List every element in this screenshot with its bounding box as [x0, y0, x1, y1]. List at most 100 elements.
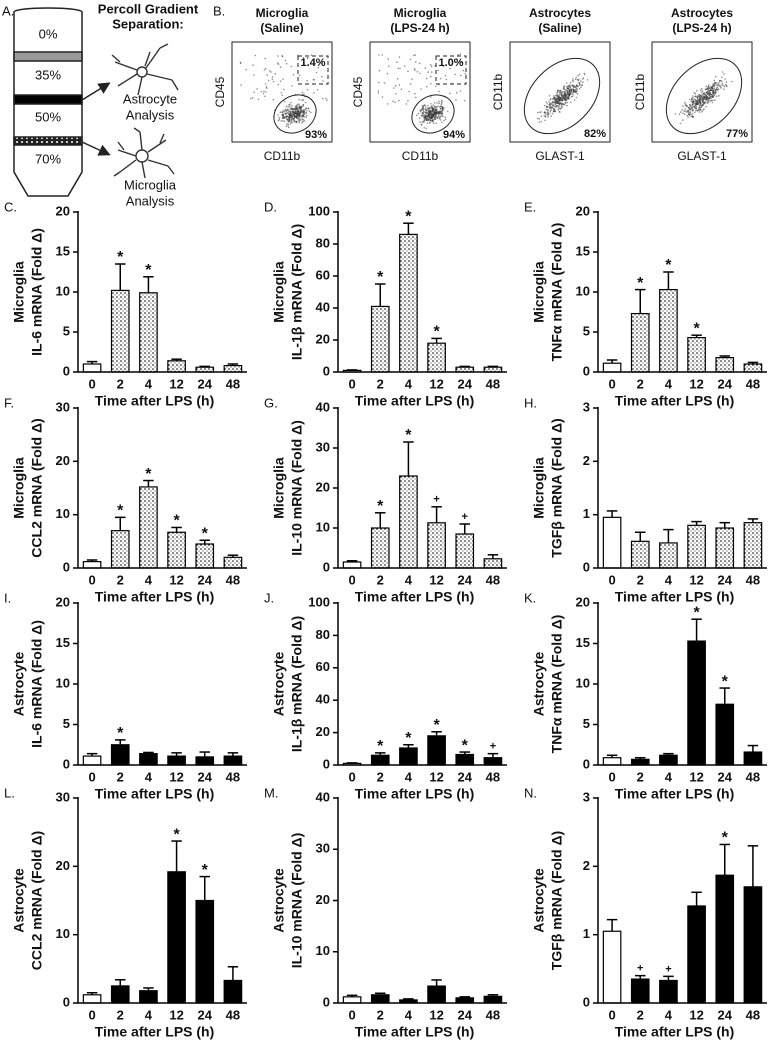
y-axis-label: Microglia — [271, 457, 287, 519]
cell-dot — [561, 105, 564, 108]
cell-dot — [703, 95, 705, 98]
cell-dot — [302, 111, 305, 114]
y-tick-label: 100 — [308, 203, 330, 218]
cell-dot — [713, 91, 716, 94]
y-axis-label: TGFβ mRNA (Fold Δ) — [549, 831, 565, 970]
cell-dot — [298, 98, 301, 101]
cell-dot — [263, 90, 265, 92]
cell-dot — [272, 80, 275, 83]
cell-dot — [430, 110, 433, 112]
cell-dot — [713, 87, 715, 89]
x-tick-label: 12 — [429, 769, 443, 784]
cell-dot — [285, 125, 288, 127]
y-tick-label: 0 — [63, 363, 70, 378]
cell-dot — [686, 114, 688, 117]
cell-dot — [464, 72, 467, 75]
cell-dot — [722, 84, 725, 87]
cell-dot — [284, 108, 287, 111]
cell-dot — [427, 107, 429, 110]
cell-dot — [696, 90, 698, 92]
x-tick-label: 12 — [429, 1007, 443, 1022]
bar — [427, 985, 446, 1004]
y-tick-label: 15 — [56, 635, 70, 650]
cell-dot — [684, 108, 687, 110]
cell-dot — [408, 90, 411, 93]
x-tick-label: 0 — [348, 572, 355, 587]
cell-dot — [297, 103, 300, 105]
significance: * — [377, 269, 384, 286]
bar — [455, 533, 475, 569]
bar — [659, 289, 678, 373]
y-tick-label: 40 — [316, 299, 330, 314]
x-tick-label: 0 — [88, 572, 95, 587]
cell-dot — [264, 83, 267, 85]
gate-label: 82% — [584, 128, 606, 140]
bar — [82, 560, 102, 569]
cell-dot — [310, 54, 313, 56]
cell-dot — [690, 113, 692, 116]
cell-dot — [684, 110, 686, 112]
significance: + — [665, 963, 671, 975]
cell-dot — [571, 85, 574, 87]
gate-label: 77% — [726, 128, 748, 140]
significance: * — [117, 503, 124, 520]
cell-dot — [573, 99, 576, 101]
bar — [455, 997, 475, 1004]
cell-dot — [423, 120, 426, 122]
x-tick-label: 48 — [746, 572, 760, 587]
cell-dot — [723, 88, 725, 90]
y-axis-label: IL-6 mRNA (Fold Δ) — [29, 228, 45, 356]
cell-dot — [686, 105, 689, 108]
panel-label: J. — [264, 590, 274, 605]
cell-dot — [441, 115, 443, 117]
cell-dot — [438, 115, 440, 117]
cell-dot — [297, 109, 299, 111]
x-tick-label: 4 — [145, 376, 153, 391]
cell-dot — [283, 117, 286, 119]
cell-dot — [440, 102, 443, 104]
cell-dot — [424, 115, 426, 118]
cell-dot — [306, 89, 309, 91]
cell-dot — [576, 87, 578, 90]
cell-dot — [416, 71, 419, 73]
cell-dot — [294, 105, 297, 108]
x-tick-label: 2 — [377, 1007, 384, 1022]
bar — [167, 360, 186, 373]
cell-dot — [424, 67, 427, 69]
significance: * — [405, 208, 412, 225]
gate-label: 1.0% — [438, 57, 463, 69]
cell-dot — [293, 119, 296, 121]
y-axis-label: IL-1β mRNA (Fold Δ) — [289, 616, 305, 752]
cell-dot — [679, 111, 682, 113]
cell-dot — [717, 88, 720, 90]
cell-dot — [571, 92, 573, 94]
cell-dot — [555, 97, 557, 99]
cell-dot — [575, 92, 577, 94]
bar — [715, 357, 735, 373]
cell-dot — [439, 119, 442, 121]
y-axis-label: Astrocyte — [531, 868, 547, 933]
cell-dot — [694, 92, 697, 95]
cell-dot — [285, 110, 288, 112]
cell-dot — [570, 91, 572, 93]
cell-dot — [431, 108, 434, 110]
cell-dot — [285, 112, 288, 114]
cell-dot — [316, 89, 319, 91]
cell-dot — [443, 119, 445, 122]
cell-dot — [425, 114, 427, 117]
cell-dot — [721, 71, 724, 73]
cell-dot — [555, 94, 557, 97]
cell-dot — [429, 110, 431, 113]
panel-label: A. — [2, 3, 14, 18]
x-tick-label: 0 — [348, 1007, 355, 1022]
x-tick-label: 24 — [198, 1007, 213, 1022]
cell-dot — [293, 114, 295, 116]
cell-dot — [290, 111, 293, 113]
cell-dot — [578, 87, 581, 90]
cell-dot — [439, 107, 442, 110]
cell-dot — [550, 108, 553, 110]
cell-dot — [293, 111, 296, 114]
cell-dot — [414, 69, 416, 71]
cell-dot — [550, 115, 552, 117]
bar — [399, 475, 418, 569]
